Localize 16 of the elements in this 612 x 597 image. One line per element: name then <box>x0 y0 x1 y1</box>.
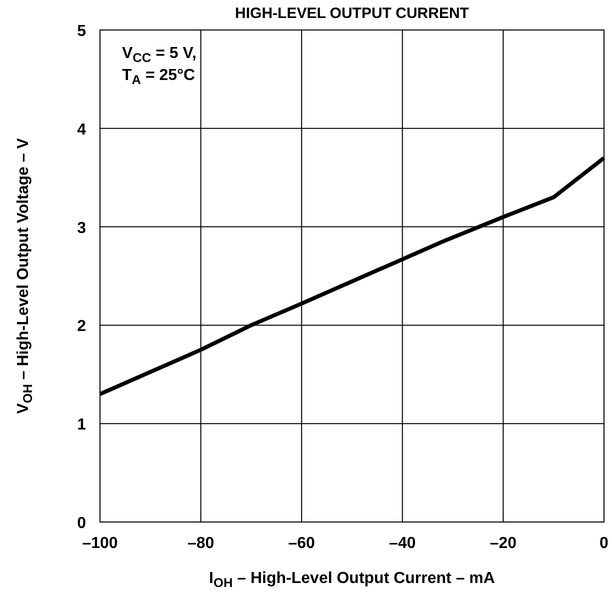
x-tick-label: 0 <box>600 535 609 552</box>
annotation: T$_{A}$ = 25°C <box>122 67 196 87</box>
y-tick-label: 2 <box>77 318 86 336</box>
x-axis-title: I$_{OH}$ – High-Level Output Current – mA <box>209 570 496 590</box>
x-tick-label: –100 <box>82 535 118 552</box>
annotation: V$_{CC}$ = 5 V, <box>122 45 196 65</box>
x-tick-label: –60 <box>288 535 316 552</box>
x-tick-label: –20 <box>490 535 517 552</box>
y-tick-label: 5 <box>77 23 86 40</box>
y-tick-label: 4 <box>77 121 86 138</box>
y-tick-label: 0 <box>77 515 86 532</box>
x-tick-label: –40 <box>389 535 416 552</box>
chart-title: HIGH-LEVEL OUTPUT CURRENT <box>235 5 469 22</box>
y-tick-label: 3 <box>77 220 86 237</box>
x-tick-label: –80 <box>187 535 214 552</box>
y-tick-label: 1 <box>77 416 86 434</box>
